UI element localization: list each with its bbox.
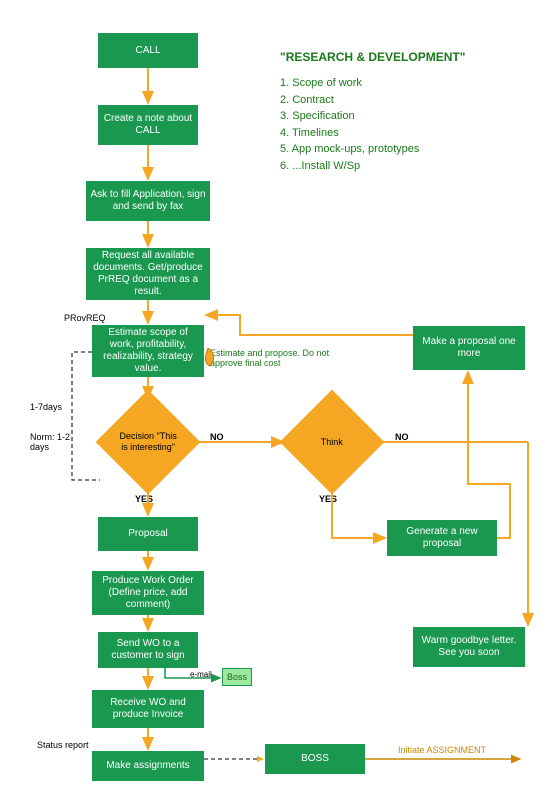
node-think: Think (280, 390, 385, 495)
list-item: 6. ...Install W/Sp (280, 158, 419, 175)
label-provreq: PRovREQ (64, 313, 106, 323)
label-email: e-mail (190, 670, 212, 679)
node-gen-new-prop: Generate a new proposal (387, 520, 497, 556)
label-status: Status report (37, 740, 89, 750)
rd-list: 1. Scope of work 2. Contract 3. Specific… (280, 75, 419, 174)
header-title: "RESEARCH & DEVELOPMENT" (280, 50, 465, 64)
label-norm: Norm: 1-2 days (30, 432, 75, 452)
node-make-assign: Make assignments (92, 751, 204, 781)
node-call: CALL (98, 33, 198, 68)
label-days: 1-7days (30, 402, 62, 412)
node-boss-big: BOSS (265, 744, 365, 774)
node-estimate: Estimate scope of work, profitability, r… (92, 325, 204, 377)
label-no1: NO (210, 432, 224, 442)
node-warm-goodbye: Warm goodbye letter. See you soon (413, 627, 525, 667)
list-item: 5. App mock-ups, prototypes (280, 141, 419, 158)
label-estimate-note: Estimate and propose. Do not approve fin… (210, 348, 350, 368)
list-item: 4. Timelines (280, 125, 419, 142)
node-ask-fill: Ask to fill Application, sign and send b… (86, 181, 210, 221)
flow-arrows (0, 0, 554, 789)
diamond-label: Decision "This is interesting" (115, 431, 181, 453)
node-make-prop-more: Make a proposal one more (413, 326, 525, 370)
label-yes2: YES (319, 494, 337, 504)
diamond-label: Think (299, 437, 365, 448)
node-receive-wo: Receive WO and produce Invoice (92, 690, 204, 728)
label-initiate: Initiate ASSIGNMENT (398, 745, 486, 755)
label-no2: NO (395, 432, 409, 442)
node-produce-wo: Produce Work Order (Define price, add co… (92, 571, 204, 615)
node-request-docs: Request all available documents. Get/pro… (86, 248, 210, 300)
list-item: 3. Specification (280, 108, 419, 125)
node-create-note: Create a note about CALL (98, 105, 198, 145)
node-boss-small: Boss (222, 668, 252, 686)
label-yes1: YES (135, 494, 153, 504)
list-item: 1. Scope of work (280, 75, 419, 92)
node-proposal: Proposal (98, 517, 198, 551)
node-send-wo: Send WO to a customer to sign (98, 632, 198, 668)
node-decision: Decision "This is interesting" (96, 390, 201, 495)
list-item: 2. Contract (280, 92, 419, 109)
